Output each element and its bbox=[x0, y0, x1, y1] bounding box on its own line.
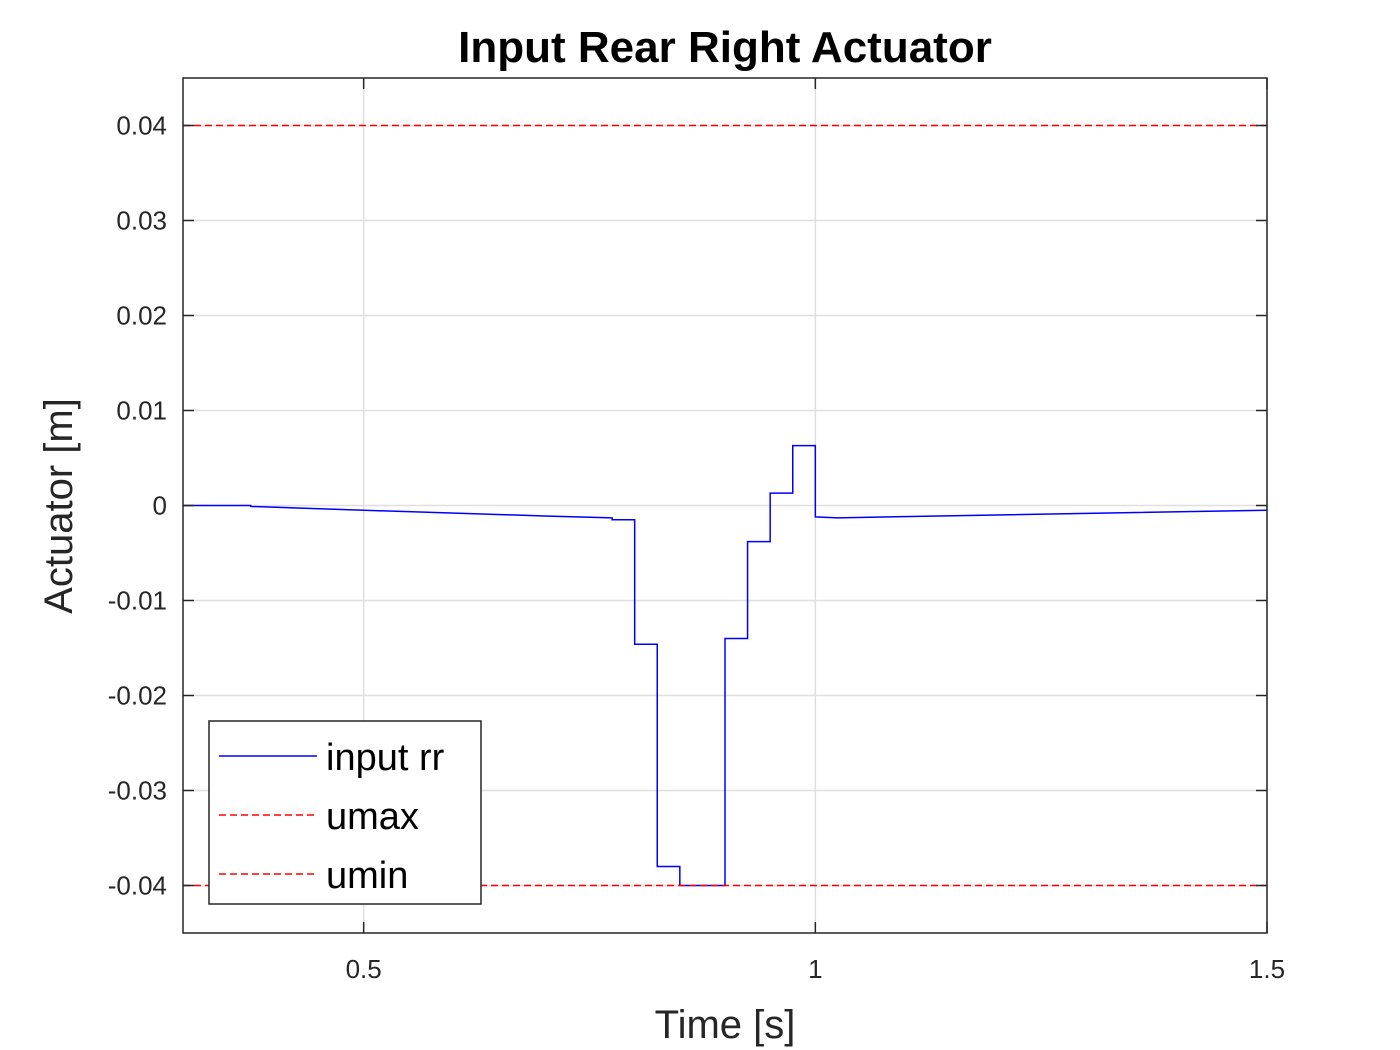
y-tick-label: -0.01 bbox=[108, 586, 167, 616]
tick-layer: 0.5 1 1.5 0.04 0.03 0.02 0.01 0 -0.01 -0.02 -0.03 -… bbox=[108, 78, 1285, 984]
y-tick-label: 0.03 bbox=[116, 206, 167, 236]
y-tick-label: 0.04 bbox=[116, 111, 167, 141]
y-axis-label: Actuator [m] bbox=[37, 398, 81, 614]
legend: input rr umax umin bbox=[208, 720, 482, 905]
legend-label-umax: umax bbox=[326, 796, 419, 838]
y-tick-label: -0.03 bbox=[108, 776, 167, 806]
x-axis-label: Time [s] bbox=[655, 1003, 796, 1047]
x-tick-label: 0.5 bbox=[346, 954, 382, 984]
y-tick-label: -0.04 bbox=[108, 871, 167, 901]
y-tick-label: -0.02 bbox=[108, 681, 167, 711]
legend-label-umin: umin bbox=[326, 855, 408, 897]
y-tick-label: 0 bbox=[153, 491, 167, 521]
y-tick-label: 0.01 bbox=[116, 396, 167, 426]
legend-entries: input rr umax umin bbox=[219, 737, 445, 897]
legend-label-input-rr: input rr bbox=[326, 737, 445, 779]
chart-title: Input Rear Right Actuator bbox=[458, 23, 992, 72]
x-tick-label: 1 bbox=[808, 954, 822, 984]
x-tick-label: 1.5 bbox=[1249, 954, 1285, 984]
y-tick-label: 0.02 bbox=[116, 301, 167, 331]
